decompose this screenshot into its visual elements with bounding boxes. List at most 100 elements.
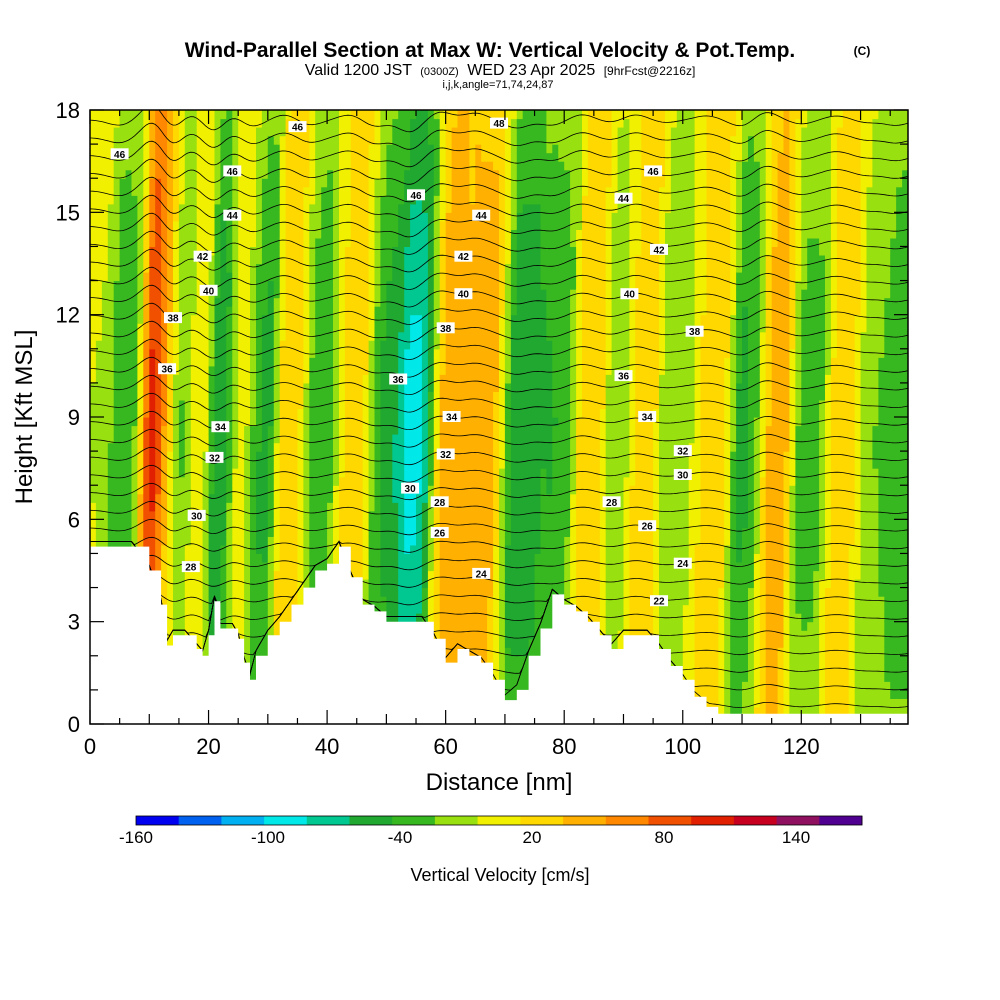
velocity-cell <box>291 468 298 478</box>
velocity-cell <box>368 442 376 452</box>
velocity-cell <box>119 280 127 290</box>
velocity-cell <box>439 263 447 273</box>
velocity-cell <box>315 195 322 205</box>
velocity-cell <box>291 502 298 512</box>
velocity-cell <box>475 220 482 230</box>
velocity-cell <box>291 246 298 256</box>
velocity-cell <box>386 323 393 333</box>
velocity-cell <box>321 237 328 247</box>
velocity-cell <box>273 510 281 520</box>
velocity-cell <box>392 110 399 120</box>
velocity-cell <box>410 468 417 478</box>
velocity-cell <box>220 527 227 537</box>
velocity-cell <box>184 331 192 341</box>
velocity-cell <box>250 323 257 333</box>
velocity-cell <box>321 246 328 256</box>
velocity-cell <box>143 212 150 222</box>
velocity-cell <box>226 570 233 580</box>
velocity-cell <box>131 382 138 392</box>
velocity-cell <box>119 357 127 367</box>
velocity-cell <box>119 510 127 520</box>
velocity-cell <box>481 144 488 154</box>
velocity-cell <box>350 357 358 367</box>
velocity-cell <box>161 596 168 606</box>
velocity-cell <box>125 408 133 418</box>
velocity-cell <box>410 579 417 589</box>
velocity-cell <box>131 476 138 486</box>
velocity-cell <box>475 178 482 188</box>
velocity-cell <box>297 510 304 520</box>
velocity-cell <box>261 468 269 478</box>
velocity-cell <box>451 314 459 324</box>
velocity-cell <box>285 348 293 358</box>
velocity-cell <box>190 306 198 316</box>
velocity-cell <box>137 178 144 188</box>
velocity-cell <box>356 519 364 529</box>
velocity-cell <box>291 178 298 188</box>
velocity-cell <box>208 212 216 222</box>
velocity-cell <box>238 434 245 444</box>
velocity-cell <box>469 510 476 520</box>
velocity-cell <box>410 323 417 333</box>
velocity-cell <box>261 110 269 120</box>
velocity-cell <box>457 468 464 478</box>
velocity-cell <box>250 459 257 469</box>
velocity-cell <box>463 570 470 580</box>
velocity-cell <box>350 323 358 333</box>
velocity-cell <box>404 510 411 520</box>
velocity-cell <box>315 502 322 512</box>
velocity-cell <box>445 604 453 614</box>
velocity-cell <box>202 647 210 657</box>
velocity-cell <box>457 127 464 137</box>
velocity-cell <box>161 476 168 486</box>
velocity-cell <box>250 340 257 350</box>
velocity-cell <box>220 434 227 444</box>
velocity-cell <box>386 570 393 580</box>
velocity-cell <box>445 246 453 256</box>
velocity-cell <box>273 493 281 503</box>
velocity-cell <box>113 502 121 512</box>
velocity-cell <box>178 485 186 495</box>
velocity-cell <box>315 212 322 222</box>
velocity-cell <box>107 340 115 350</box>
velocity-cell <box>457 118 464 128</box>
velocity-cell <box>404 297 411 307</box>
velocity-cell <box>386 613 393 623</box>
velocity-cell <box>161 220 168 230</box>
velocity-cell <box>208 169 216 179</box>
velocity-cell <box>291 340 298 350</box>
velocity-cell <box>499 570 506 580</box>
velocity-cell <box>339 493 346 503</box>
velocity-cell <box>119 272 127 282</box>
velocity-cell <box>427 195 435 205</box>
velocity-cell <box>457 510 464 520</box>
velocity-cell <box>214 442 221 452</box>
velocity-cell <box>451 613 459 623</box>
velocity-cell <box>315 425 322 435</box>
velocity-cell <box>398 365 405 375</box>
velocity-cell <box>392 135 399 145</box>
velocity-cell <box>487 459 494 469</box>
velocity-cell <box>119 110 127 120</box>
velocity-cell <box>244 280 251 290</box>
velocity-cell <box>339 237 346 247</box>
velocity-cell <box>451 399 459 409</box>
velocity-cell <box>220 442 227 452</box>
velocity-cell <box>362 382 370 392</box>
velocity-cell <box>398 587 405 597</box>
velocity-cell <box>463 195 470 205</box>
velocity-cell <box>261 306 269 316</box>
velocity-cell <box>90 280 97 290</box>
velocity-cell <box>161 374 168 384</box>
velocity-cell <box>421 468 429 478</box>
velocity-cell <box>250 451 257 461</box>
velocity-cell <box>433 127 441 137</box>
velocity-cell <box>309 246 316 256</box>
velocity-cell <box>250 246 257 256</box>
velocity-cell <box>386 340 393 350</box>
velocity-cell <box>463 374 470 384</box>
velocity-cell <box>161 246 168 256</box>
velocity-cell <box>256 544 263 554</box>
velocity-cell <box>261 246 269 256</box>
velocity-cell <box>107 314 115 324</box>
